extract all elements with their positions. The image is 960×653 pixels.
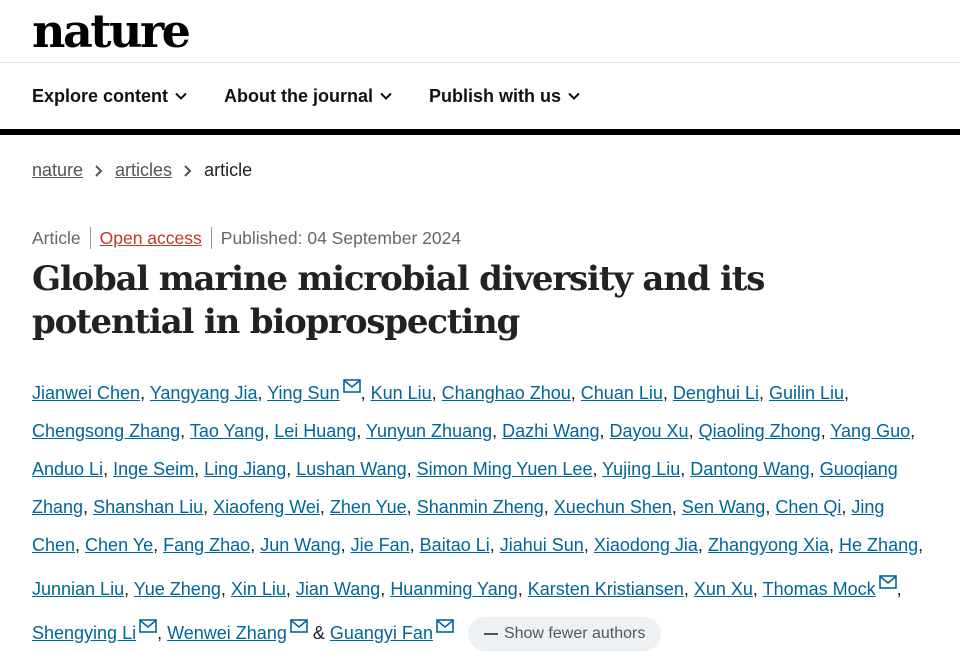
author-link[interactable]: Tao Yang (189, 421, 265, 441)
breadcrumb-nature[interactable]: nature (32, 160, 84, 180)
author-link[interactable]: Lushan Wang (296, 459, 407, 479)
author-link[interactable]: Jun Wang (260, 535, 341, 555)
author-link[interactable]: Guoqiang Zhang (32, 459, 898, 517)
article-type: Article (32, 227, 81, 248)
author-link[interactable]: Jing Chen (32, 497, 885, 555)
author-link[interactable]: Junnian Liu (32, 579, 125, 599)
chevron-right-icon (95, 164, 103, 177)
author-link[interactable]: Zhangyong Xia (707, 535, 830, 555)
author-link[interactable]: Baitao Li (419, 535, 490, 555)
email-icon[interactable] (290, 608, 308, 633)
nav-label: Explore content (32, 85, 169, 106)
email-icon[interactable] (878, 564, 897, 589)
nav-label: Publish with us (429, 85, 562, 106)
nav-explore-content[interactable]: Explore content (32, 86, 188, 107)
email-icon[interactable] (139, 608, 157, 633)
nature-logo[interactable]: nature (32, 4, 191, 58)
author-link[interactable]: Ling Jiang (204, 459, 287, 479)
author-link[interactable]: Anduo Li (32, 459, 104, 479)
author-link[interactable]: Changhao Zhou (441, 383, 571, 403)
author-link[interactable]: Jianwei Chen (32, 383, 141, 403)
author-link[interactable]: Yangyang Jia (149, 383, 258, 403)
open-access-link[interactable]: Open access (99, 227, 202, 248)
author-link[interactable]: Shengying Li (32, 623, 137, 643)
author-link[interactable]: Sen Wang (681, 497, 766, 517)
brand-bar: nature (0, 0, 960, 63)
article-meta: Article Open access Published: 04 Septem… (32, 227, 461, 249)
show-fewer-label: Show fewer authors (503, 625, 646, 643)
author-link[interactable]: Jiahui Sun (499, 535, 584, 555)
author-link[interactable]: Shanmin Zheng (416, 497, 544, 517)
author-link[interactable]: Dazhi Wang (502, 421, 600, 441)
author-list: Jianwei Chen, Yangyang Jia, Ying Sun, Ku… (32, 368, 932, 652)
author-link[interactable]: Thomas Mock (762, 579, 876, 599)
author-link[interactable]: Yunyun Zhuang (366, 421, 493, 441)
author-link[interactable]: Qiaoling Zhong (698, 421, 821, 441)
chevron-down-icon (175, 92, 187, 100)
author-link[interactable]: Xuechun Shen (553, 497, 672, 517)
chevron-down-icon (380, 92, 392, 100)
author-link[interactable]: Guangyi Fan (329, 623, 433, 643)
author-link[interactable]: Dayou Xu (609, 421, 689, 441)
nav-publish-with-us[interactable]: Publish with us (429, 86, 581, 107)
author-link[interactable]: Inge Seim (113, 459, 195, 479)
nav-about-journal[interactable]: About the journal (224, 86, 393, 107)
author-link[interactable]: Jian Wang (295, 579, 381, 599)
author-link[interactable]: Yujing Liu (602, 459, 681, 479)
authors-conjunction: & (312, 623, 325, 643)
main-nav: Explore content About the journal Publis… (0, 63, 960, 135)
author-link[interactable]: Yue Zheng (133, 579, 221, 599)
author-link[interactable]: Karsten Kristiansen (527, 579, 684, 599)
author-link[interactable]: Jie Fan (350, 535, 410, 555)
author-link[interactable]: Shanshan Liu (93, 497, 204, 517)
author-link[interactable]: Huanming Yang (390, 579, 518, 599)
author-link[interactable]: Lei Huang (274, 421, 357, 441)
author-link[interactable]: Simon Ming Yuen Lee (416, 459, 593, 479)
author-link[interactable]: Xun Xu (693, 579, 753, 599)
nav-label: About the journal (224, 85, 374, 106)
meta-divider (89, 227, 91, 249)
author-link[interactable]: Ying Sun (267, 383, 340, 403)
author-link[interactable]: He Zhang (839, 535, 919, 555)
article-title: Global marine microbial diversity and it… (32, 259, 765, 342)
author-link[interactable]: Wenwei Zhang (167, 623, 287, 643)
chevron-down-icon (568, 92, 580, 100)
chevron-right-icon (184, 164, 192, 177)
author-link[interactable]: Dantong Wang (690, 459, 810, 479)
author-link[interactable]: Denghui Li (672, 383, 759, 403)
site-header: nature Explore content About the journal… (0, 0, 960, 135)
author-link[interactable]: Yang Guo (830, 421, 911, 441)
author-link[interactable]: Xin Liu (230, 579, 286, 599)
email-icon[interactable] (342, 368, 361, 393)
author-link[interactable]: Guilin Liu (768, 383, 845, 403)
show-fewer-authors-button[interactable]: Show fewer authors (467, 617, 662, 652)
author-link[interactable]: Chengsong Zhang (32, 421, 181, 441)
author-link[interactable]: Kun Liu (370, 383, 432, 403)
breadcrumb: nature articles article (32, 160, 252, 181)
author-link[interactable]: Zhen Yue (329, 497, 407, 517)
author-link[interactable]: Xiaofeng Wei (213, 497, 320, 517)
author-link[interactable]: Chen Qi (775, 497, 842, 517)
author-link[interactable]: Xiaodong Jia (593, 535, 698, 555)
published-date: Published: 04 September 2024 (220, 227, 462, 248)
minus-icon (483, 633, 498, 636)
meta-divider (210, 227, 212, 249)
breadcrumb-articles[interactable]: articles (115, 160, 173, 180)
email-icon[interactable] (436, 608, 454, 633)
breadcrumb-current: article (204, 160, 253, 180)
author-link[interactable]: Fang Zhao (163, 535, 251, 555)
author-link[interactable]: Chen Ye (85, 535, 154, 555)
author-link[interactable]: Chuan Liu (580, 383, 663, 403)
